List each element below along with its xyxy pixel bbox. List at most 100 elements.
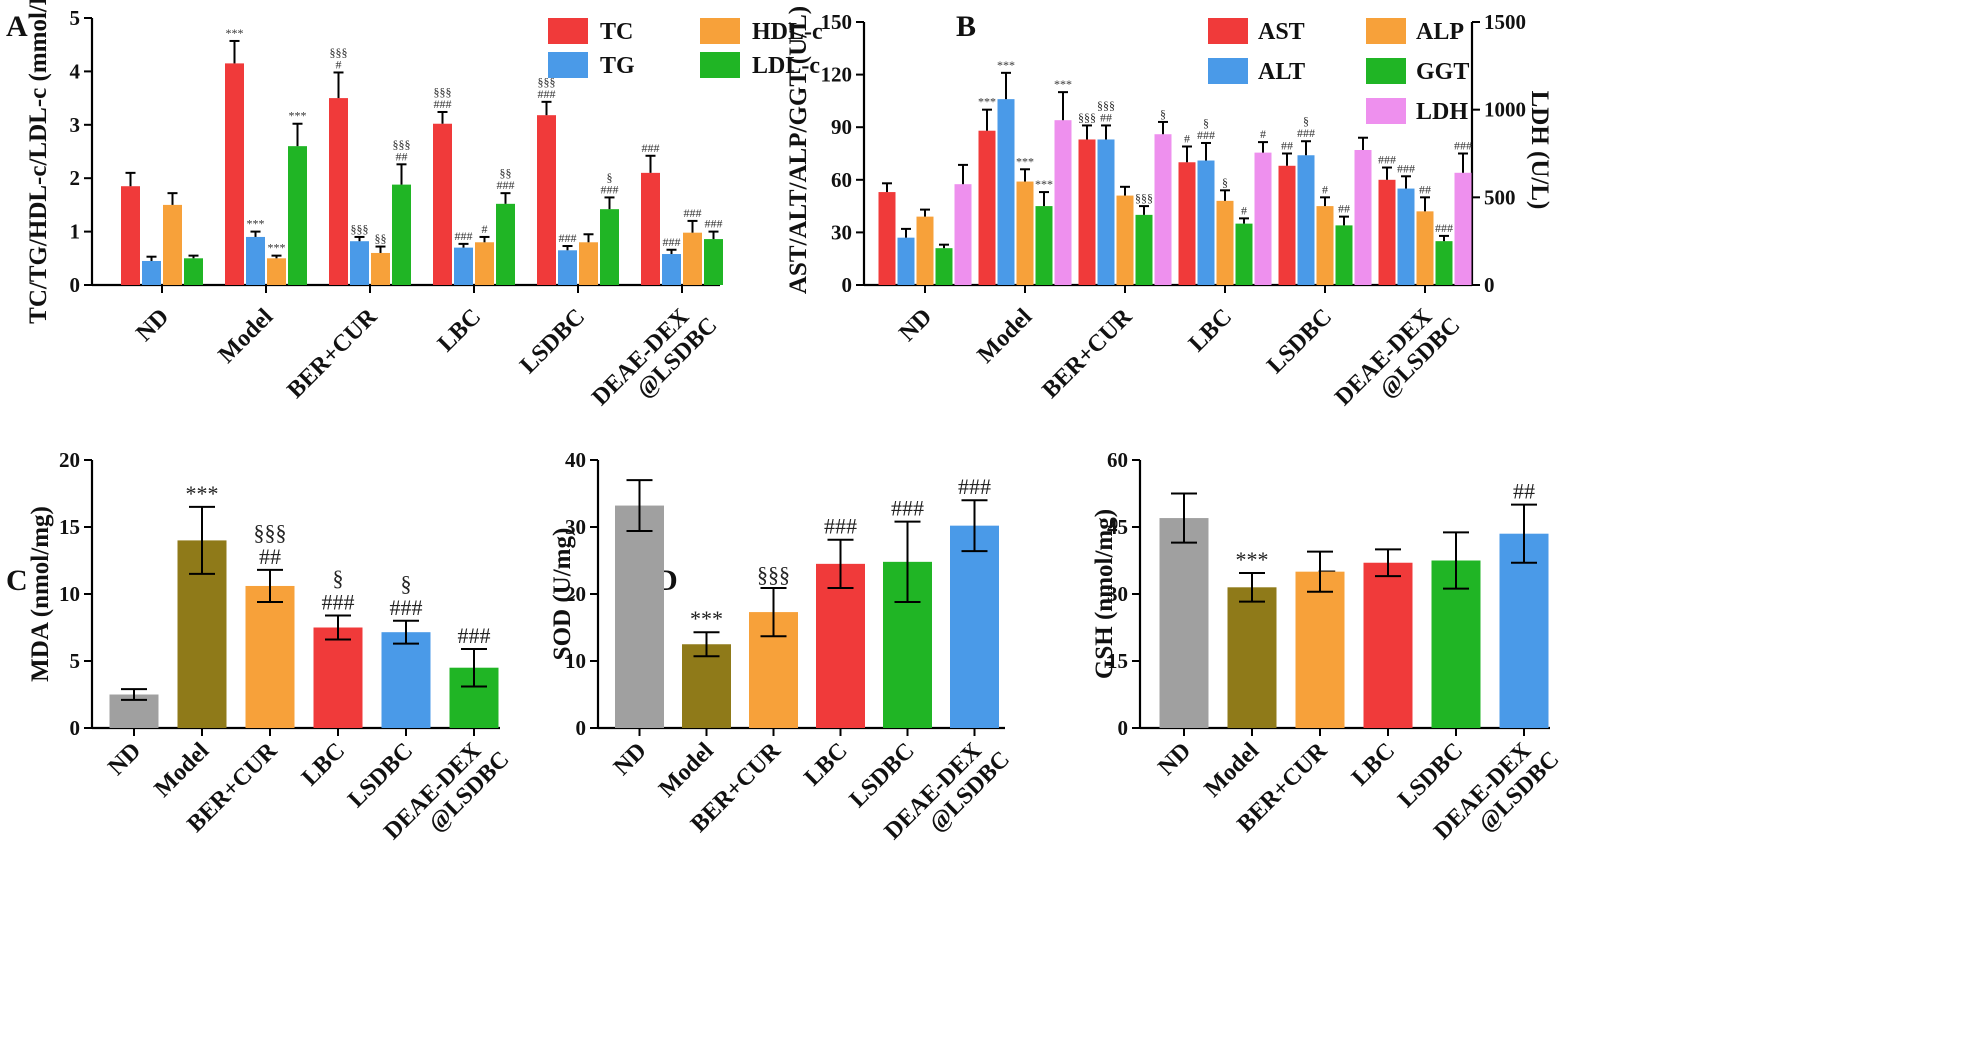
panel-b-bar-alp (1116, 195, 1134, 285)
panel-c-bar-lsdbc (381, 632, 431, 728)
panel-a-bar-hdl-c (683, 232, 702, 285)
panel-b-bar-ast (1378, 179, 1396, 285)
panel-b-bar-ggt (1235, 223, 1253, 285)
panel-e-y-tick-label: 45 (1107, 515, 1128, 539)
panel-a-bar-hdl-c (371, 252, 390, 285)
panel-e-bar-ber-cur (1295, 571, 1345, 728)
panel-a-legend-label-ldl-c: LDL-c (752, 53, 820, 79)
panel-d-significance-label: ### (824, 514, 857, 539)
panel-b-bar-ggt (1035, 206, 1053, 285)
panel-b-legend-swatch-ggt (1366, 58, 1406, 84)
panel-b-y2-tick-label: 500 (1484, 185, 1516, 209)
panel-c-category-label-line: LBC (297, 738, 350, 791)
panel-a-legend-label-tg: TG (600, 53, 635, 79)
panel-c-letter: C (6, 564, 28, 597)
panel-c-category-label-line: ND (103, 738, 146, 781)
panel-b-bar-alt (1397, 188, 1415, 285)
panel-e-y-tick-label: 60 (1107, 448, 1128, 472)
panel-b-legend-label-ast: AST (1258, 19, 1305, 45)
panel-b-bar-ggt (935, 248, 953, 285)
panel-a-bar-tc (641, 172, 660, 285)
panel-d-category-label-line: ND (609, 738, 652, 781)
panel-d-bar-deae-dex-lsdbc (950, 525, 999, 728)
panel-b-significance-label: ## (1338, 202, 1350, 216)
panel-c-significance-label: ### (390, 595, 423, 620)
panel-e-category-label-lbc: LBC (1347, 738, 1400, 791)
panel-c-significance-label: § (401, 571, 412, 596)
panel-a-bar-ldl-c (184, 258, 203, 285)
panel-b-significance-label: # (1184, 131, 1190, 145)
panel-a-legend-swatch-tc (548, 18, 588, 44)
panel-c-significance-label: *** (186, 481, 219, 506)
panel-b-bar-alt (897, 237, 915, 285)
panel-a-y-tick-label: 0 (70, 273, 81, 297)
panel-b-significance-label: # (1241, 203, 1247, 217)
panel-d-significance-label: §§§ (757, 562, 790, 587)
panel-b-category-label-lsdbc: LSDBC (1262, 304, 1337, 379)
panel-d-y-tick-label: 10 (565, 649, 586, 673)
panel-b-significance-label: *** (1016, 154, 1034, 168)
panel-a-significance-label: §§§ (393, 137, 411, 151)
panel-b-significance-label: *** (1054, 77, 1072, 91)
panel-a-bar-tc (537, 115, 556, 285)
panel-b-bar-ggt (1135, 214, 1153, 285)
panel-b-significance-label: § (1203, 116, 1209, 130)
panel-a-bar-tg (142, 260, 161, 285)
panel-a-category-label-line: Model (214, 304, 279, 369)
panel-a-significance-label: ### (705, 217, 723, 231)
panel-a-significance-label: ### (538, 87, 556, 101)
panel-b-bar-alp (1016, 181, 1034, 285)
panel-b-significance-label: ## (1419, 182, 1431, 196)
panel-b-legend-label-alt: ALT (1258, 59, 1305, 85)
panel-b-category-label-lbc: LBC (1184, 304, 1237, 357)
panel-b-bar-ldh (1154, 134, 1172, 285)
panel-b-y-tick-label: 30 (831, 220, 852, 244)
panel-b-bar-alt (1297, 155, 1315, 285)
panel-a-bar-tg (662, 254, 681, 285)
panel-a-significance-label: §§§ (351, 222, 369, 236)
panel-a-bar-hdl-c (163, 204, 182, 285)
panel-b-legend-swatch-ast (1208, 18, 1248, 44)
panel-e-y-tick-label: 15 (1107, 649, 1128, 673)
panel-b-y-axis-title: AST/ALT/ALP/GGT (U/L) (785, 6, 812, 294)
panel-a-significance-label: §§ (375, 232, 387, 246)
panel-a-category-label-line: BER+CUR (283, 303, 383, 403)
panel-e-bar-deae-dex-lsdbc (1499, 533, 1549, 728)
panel-c-category-label-line: Model (150, 738, 215, 803)
panel-c-significance-label: ## (259, 544, 281, 569)
panel-b-significance-label: ### (1454, 139, 1472, 153)
panel-a-bar-hdl-c (579, 242, 598, 285)
panel-a-bar-ldl-c (288, 146, 307, 285)
panel-a-bar-tg (454, 247, 473, 285)
panel-a-category-label-model: Model (214, 304, 279, 369)
panel-b-significance-label: ### (1378, 153, 1396, 167)
panel-a-category-label-ber-cur: BER+CUR (283, 303, 383, 403)
panel-a-category-label-nd: ND (131, 304, 174, 347)
panel-b-y-tick-label: 90 (831, 115, 852, 139)
panel-a-y-tick-label: 2 (70, 166, 81, 190)
panel-b-category-label-ber-cur: BER+CUR (1038, 303, 1138, 403)
panel-e-category-label-model: Model (1200, 738, 1265, 803)
panel-c-bar-lbc (313, 627, 363, 728)
panel-a-significance-label: ### (497, 178, 515, 192)
panel-b-significance-label: ## (1100, 110, 1112, 124)
panel-a-significance-label: §§§ (538, 75, 556, 89)
panel-b-category-label-model: Model (973, 304, 1038, 369)
panel-b-bar-alp (1216, 200, 1234, 285)
panel-a-significance-label: § (607, 170, 613, 184)
panel-d-category-label-nd: ND (609, 738, 652, 781)
panel-c-y-tick-label: 15 (59, 515, 80, 539)
panel-e-category-label-nd: ND (1153, 738, 1196, 781)
panel-a-bar-tc (329, 98, 348, 285)
panel-b-y2-tick-label: 1500 (1484, 10, 1526, 34)
panel-e-y-tick-label: 0 (1118, 716, 1129, 740)
panel-b-significance-label: § (1303, 114, 1309, 128)
panel-c-bar-ber-cur (245, 585, 295, 728)
panel-d-y-axis-title: SOD (U/mg) (549, 528, 576, 661)
panel-b-significance-label: *** (978, 95, 996, 109)
panel-a-significance-label: ### (559, 231, 577, 245)
panel-a-category-label-line: LBC (433, 304, 486, 357)
panel-e-category-label-line: Model (1200, 738, 1265, 803)
